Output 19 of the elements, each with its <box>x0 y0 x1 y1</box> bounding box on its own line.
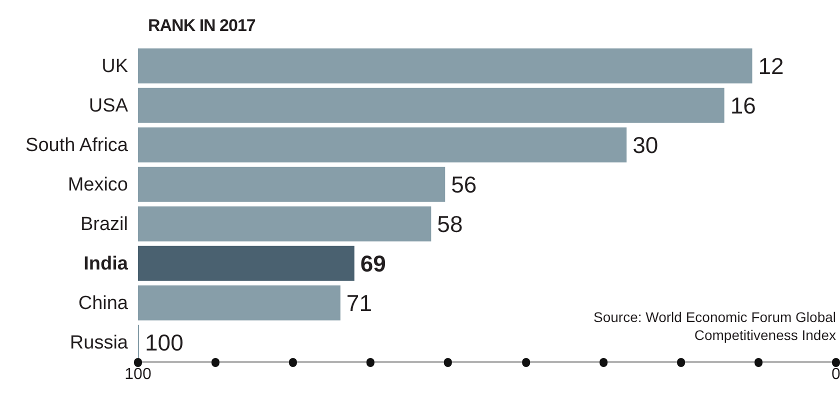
y-tick-label: India <box>84 253 128 274</box>
data-label: 30 <box>632 132 658 158</box>
y-tick-label: Mexico <box>68 174 128 196</box>
x-tick-label: 0 <box>832 366 840 383</box>
data-label: 16 <box>730 92 756 118</box>
data-label: 58 <box>437 210 463 237</box>
y-tick-label: USA <box>88 95 128 116</box>
data-label: 100 <box>145 329 184 356</box>
y-tick-label: Russia <box>70 332 128 354</box>
annotation: Source: World Economic Forum Global Competitiveness Index <box>592 308 836 344</box>
data-label: 69 <box>360 250 386 276</box>
data-label: 12 <box>758 52 784 79</box>
y-tick-label: China <box>78 292 128 314</box>
data-label: 71 <box>346 290 372 316</box>
y-tick-label: UK <box>102 56 128 77</box>
chart-title: RANK IN 2017 <box>148 16 256 36</box>
y-tick-label: Brazil <box>80 214 128 235</box>
y-tick-label: South Africa <box>26 134 128 156</box>
data-label: 56 <box>451 171 477 198</box>
